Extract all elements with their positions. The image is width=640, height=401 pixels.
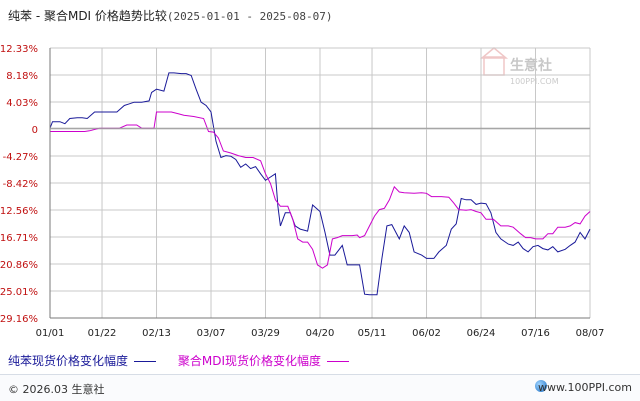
axes [49,48,590,319]
x-tick-label: 05/11 [358,328,387,339]
legend-item-mdi: 聚合MDI现货价格变化幅度 [178,352,349,369]
y-tick-label: -25.01% [0,287,38,298]
legend-swatch-mdi [326,361,349,362]
y-tick-label: -16.71% [0,233,38,244]
x-tick-label: 01/01 [36,328,65,339]
legend: 纯苯现货价格变化幅度 聚合MDI现货价格变化幅度 [8,352,367,369]
x-tick-label: 03/07 [197,328,226,339]
y-tick-label: 4.03% [6,98,38,109]
y-tick-label: -4.27% [3,152,38,163]
x-tick-label: 03/29 [251,328,280,339]
legend-swatch-benzene [134,361,157,362]
series-line-mdi [50,111,591,269]
x-tick-label: 01/22 [88,328,117,339]
watermark-logo-roof [479,47,509,59]
footer-site-link[interactable]: www.100PPI.com [538,381,632,394]
footer-copyright: © 2026.03 生意社 [8,383,105,396]
legend-item-benzene: 纯苯现货价格变化幅度 [8,352,157,369]
legend-label-mdi: 聚合MDI现货价格变化幅度 [177,354,321,368]
y-tick-label: -12.56% [0,206,38,217]
chart-title-main: 纯苯 - 聚合MDI 价格趋势比较 [8,9,167,23]
watermark-logo-icon [483,56,505,76]
watermark-logo: 生意社 100PPI.COM [479,47,559,86]
footer-bar: © 2026.03 生意社 www.100PPI.com [0,374,640,401]
y-tick-labels: 12.33% 8.18% 4.03% 0 -4.27% -8.42% -12.56% -16.… [0,44,38,325]
legend-label-benzene: 纯苯现货价格变化幅度 [8,354,129,368]
watermark-logo-text: 生意社 [510,57,552,74]
x-tick-label: 06/24 [467,328,496,339]
x-tick-label: 02/13 [142,328,171,339]
series-lines [49,72,591,296]
price-trend-chart: 生意社 100PPI.COM 12.33% 8.18% 4.03% 0 -4.27% -8… [0,44,605,339]
x-tick-label: 06/02 [412,328,441,339]
y-tick-label: 12.33% [0,44,38,55]
y-tick-label: -20.86% [0,260,38,271]
x-tick-label: 08/07 [576,328,605,339]
watermark-url-text: 100PPI.COM [510,77,559,86]
y-tick-label: -29.16% [0,314,38,325]
x-tick-labels: 01/01 01/22 02/13 03/07 03/29 04/20 05/11 06/02… [36,328,605,339]
y-tick-label: 8.18% [6,71,38,82]
x-tick-label: 04/20 [306,328,335,339]
y-tick-label: 0 [32,125,38,136]
y-tick-label: -8.42% [3,179,38,190]
grid-lines [49,47,591,319]
series-line-benzene [49,72,591,296]
globe-icon [535,380,547,392]
chart-title: 纯苯 - 聚合MDI 价格趋势比较(2025-01-01 - 2025-08-0… [8,7,333,24]
chart-title-range: (2025-01-01 - 2025-08-07) [166,10,333,23]
x-tick-label: 07/16 [521,328,550,339]
